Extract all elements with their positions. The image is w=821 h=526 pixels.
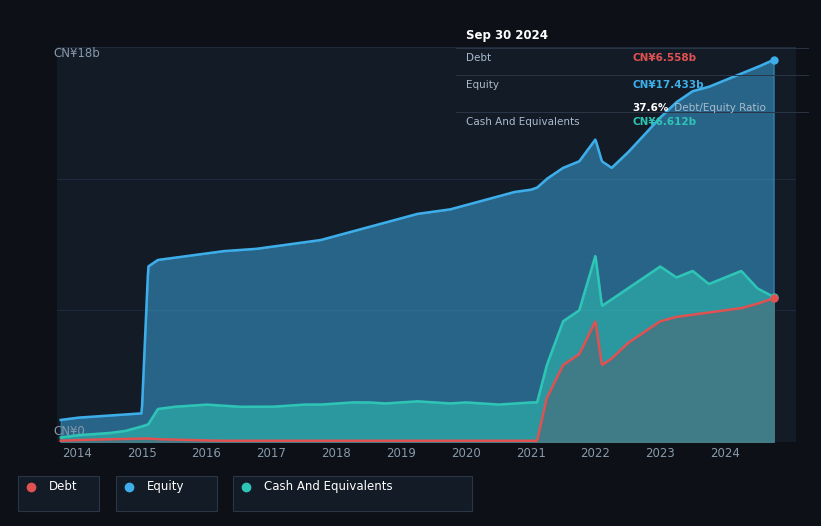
Text: CN¥6.558b: CN¥6.558b — [632, 53, 696, 63]
Text: Equity: Equity — [466, 80, 499, 90]
Text: CN¥0: CN¥0 — [54, 425, 85, 438]
Text: Cash And Equivalents: Cash And Equivalents — [264, 480, 393, 493]
FancyBboxPatch shape — [116, 476, 217, 511]
Text: Debt: Debt — [466, 53, 492, 63]
Text: CN¥6.612b: CN¥6.612b — [632, 117, 696, 127]
Text: CN¥18b: CN¥18b — [54, 47, 100, 60]
Text: CN¥17.433b: CN¥17.433b — [632, 80, 704, 90]
FancyBboxPatch shape — [233, 476, 472, 511]
Text: Sep 30 2024: Sep 30 2024 — [466, 29, 548, 42]
Text: Cash And Equivalents: Cash And Equivalents — [466, 117, 580, 127]
Text: Equity: Equity — [147, 480, 185, 493]
Text: Debt: Debt — [49, 480, 78, 493]
Text: Debt/Equity Ratio: Debt/Equity Ratio — [671, 104, 766, 114]
Text: 37.6%: 37.6% — [632, 104, 668, 114]
FancyBboxPatch shape — [18, 476, 99, 511]
